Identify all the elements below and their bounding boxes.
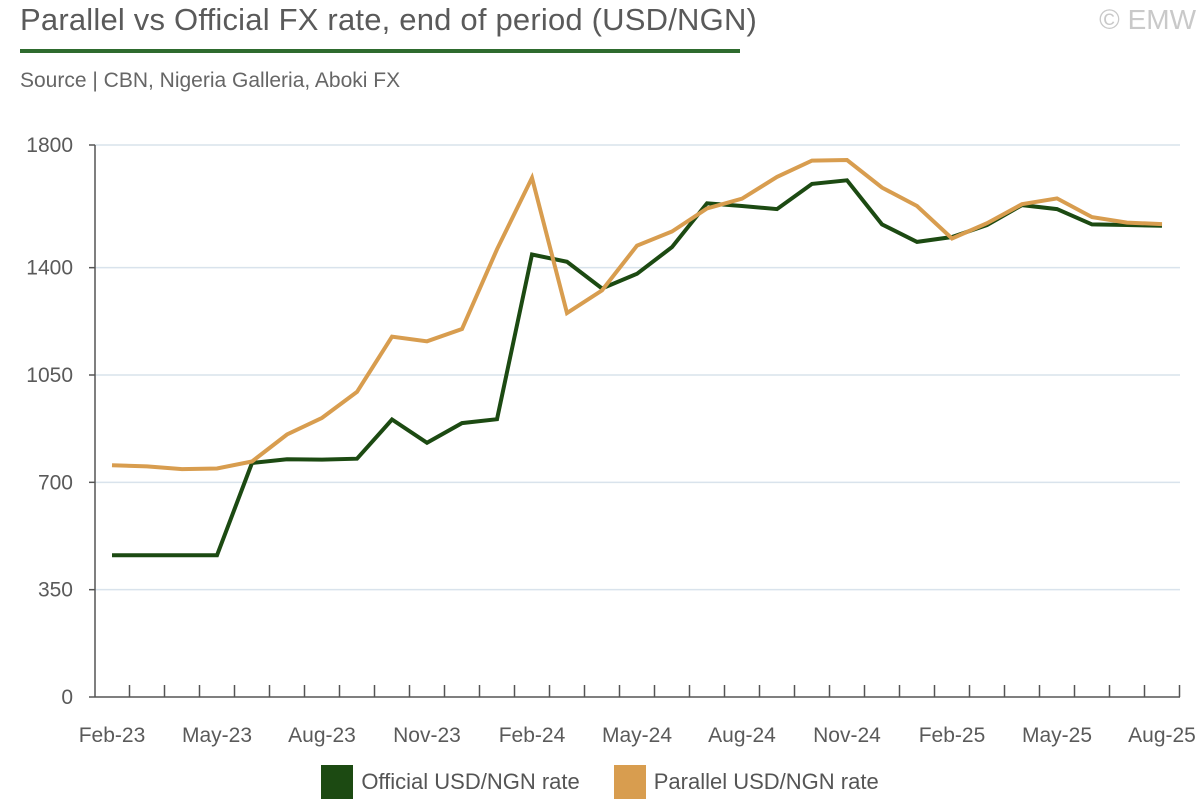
chart-subtitle: Source | CBN, Nigeria Galleria, Aboki FX [20, 69, 401, 92]
y-tick-label: 1400 [26, 257, 73, 280]
x-tick-label: Feb-25 [919, 724, 986, 747]
line-chart: 0 350 700 1050 1400 1800 Feb-23 May-23 Aug-23 Nov… [26, 134, 1196, 747]
x-tick-label: May-23 [182, 724, 252, 747]
tick-labels: 0 350 700 1050 1400 1800 Feb-23 May-23 Aug-23 Nov… [26, 134, 1196, 747]
x-tick-label: Feb-24 [499, 724, 566, 747]
y-tick-label: 1800 [26, 134, 73, 157]
gridlines [95, 144, 1180, 591]
y-tick-label: 350 [38, 579, 73, 602]
chart-title: Parallel vs Official FX rate, end of per… [20, 2, 758, 37]
legend: Official USD/NGN rate Parallel USD/NGN r… [0, 764, 1200, 800]
x-tick-label: May-25 [1022, 724, 1092, 747]
legend-swatch-parallel [613, 765, 646, 799]
legend-swatch-official [321, 765, 354, 799]
series-line-parallel [111, 157, 1163, 472]
legend-item-parallel: Parallel USD/NGN rate [613, 765, 879, 799]
x-tick-label: Aug-23 [288, 724, 356, 747]
y-tick-label: 1050 [26, 364, 73, 387]
series-line-official [112, 178, 1163, 558]
legend-label-official: Official USD/NGN rate [361, 769, 580, 794]
x-tick-label: Nov-23 [393, 724, 461, 747]
x-tick-label: May-24 [602, 724, 672, 747]
copyright-notice: © EMW [1099, 4, 1196, 35]
x-tick-label: Feb-23 [79, 724, 146, 747]
legend-label-parallel: Parallel USD/NGN rate [653, 769, 879, 794]
y-tick-label: 0 [61, 686, 73, 709]
legend-item-official: Official USD/NGN rate [321, 765, 580, 799]
x-tick-label: Aug-25 [1128, 724, 1196, 747]
x-tick-label: Aug-24 [708, 724, 776, 747]
series-lines [111, 157, 1163, 558]
y-tick-label: 700 [38, 471, 73, 494]
title-underline [20, 49, 740, 53]
x-tick-label: Nov-24 [813, 724, 881, 747]
axes [89, 144, 1181, 698]
